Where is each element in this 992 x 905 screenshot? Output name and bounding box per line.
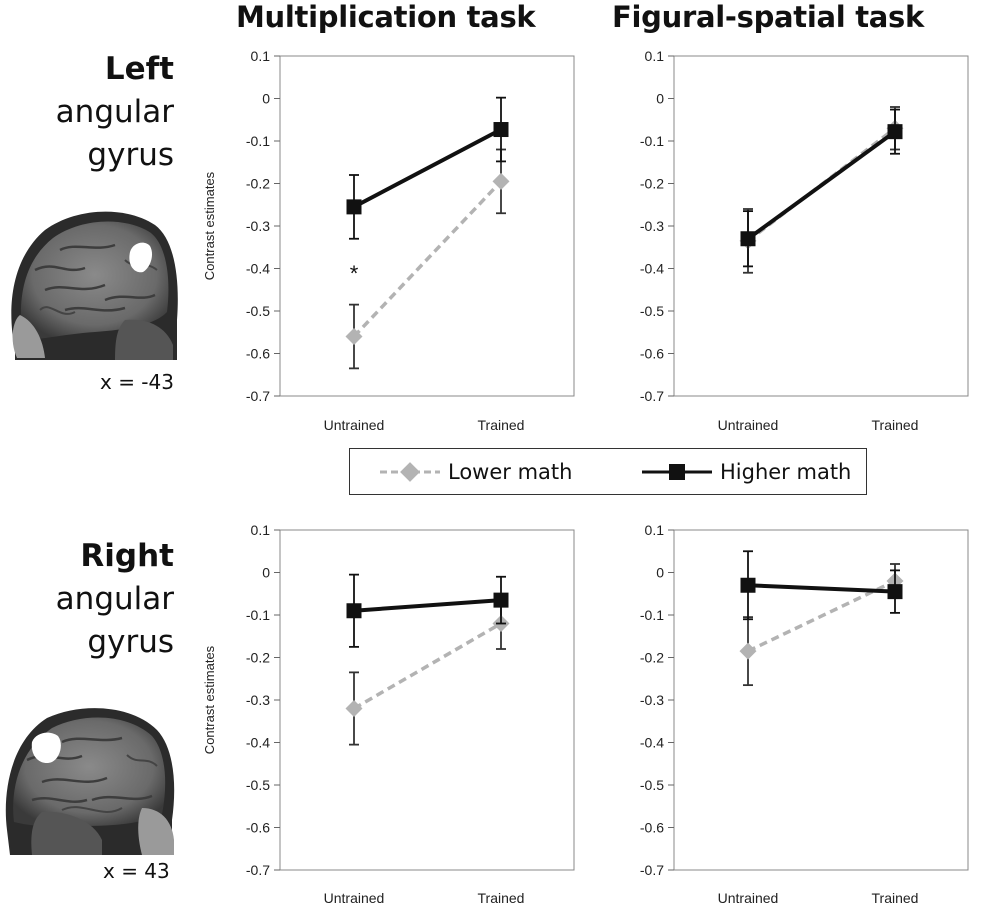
- series-line-lower-math: [747, 579, 896, 653]
- y-tick-label: -0.1: [640, 133, 664, 149]
- y-tick-label: -0.7: [246, 388, 270, 404]
- y-tick-label: -0.1: [246, 607, 270, 623]
- brain-slice-left-image: [11, 211, 178, 360]
- data-point-higher-math: [493, 122, 509, 138]
- row-label-left-angular-gyrus: Left angular gyrus: [56, 48, 174, 177]
- y-tick-label: -0.3: [640, 692, 664, 708]
- x-tick-label: Untrained: [324, 890, 385, 905]
- column-title-multiplication: Multiplication task: [236, 0, 536, 34]
- data-point-higher-math: [346, 603, 362, 619]
- slice-coordinate-right: x = 43: [103, 859, 170, 883]
- chart-right-figural-spatial: 0.1 0 -0.1 -0.2 -0.3 -0.4 -0.5 -0.6 -0.7 Untraine…: [640, 522, 969, 905]
- row-label-line2: gyrus: [87, 137, 174, 173]
- series-line-higher-math: [747, 583, 896, 594]
- significance-marker: *: [350, 261, 359, 286]
- y-tick-label: 0.1: [251, 522, 271, 538]
- y-tick-label: 0: [656, 91, 664, 107]
- row-label-line2: gyrus: [87, 624, 174, 660]
- y-tick-label: -0.2: [640, 650, 664, 666]
- y-tick-label: -0.7: [640, 388, 664, 404]
- data-point-lower-math: [345, 328, 363, 345]
- legend-swatch-higher-math: [642, 464, 712, 480]
- row-label-right-angular-gyrus: Right angular gyrus: [56, 535, 174, 664]
- y-tick-label: -0.5: [640, 303, 664, 319]
- plot-frame: [279, 529, 575, 871]
- legend-item-lower-math: Lower math: [378, 457, 572, 487]
- chart-left-figural-spatial: 0.1 0 -0.1 -0.2 -0.3 -0.4 -0.5 -0.6 -0.7 Untraine…: [640, 48, 969, 433]
- y-tick-label: -0.6: [640, 346, 664, 362]
- series-line-higher-math: [746, 130, 897, 241]
- y-tick-label: -0.3: [640, 218, 664, 234]
- data-point-higher-math: [346, 199, 362, 215]
- y-axis-title: Contrast estimates: [202, 645, 217, 754]
- y-tick-label: 0: [262, 565, 270, 581]
- legend-item-higher-math: Higher math: [640, 457, 851, 487]
- data-point-higher-math: [887, 584, 903, 600]
- plot-frame: [673, 529, 969, 871]
- x-tick-label: Trained: [478, 417, 525, 433]
- series-line-higher-math: [353, 598, 502, 613]
- series-line-higher-math: [353, 127, 502, 209]
- y-tick-label: -0.2: [246, 650, 270, 666]
- y-tick-label: -0.5: [246, 777, 270, 793]
- y-tick-label: 0.1: [251, 48, 271, 64]
- y-tick-label: -0.4: [246, 735, 270, 751]
- series-line-lower-math: [353, 621, 502, 711]
- data-point-higher-math: [740, 231, 756, 247]
- x-tick-label: Untrained: [718, 417, 779, 433]
- x-tick-label: Untrained: [324, 417, 385, 433]
- data-point-lower-math: [492, 172, 510, 190]
- y-tick-label: -0.3: [246, 218, 270, 234]
- y-tick-label: -0.4: [640, 735, 664, 751]
- y-tick-label: -0.4: [246, 261, 270, 277]
- plot-frame: [673, 55, 969, 397]
- data-point-higher-math: [493, 592, 509, 608]
- data-point-higher-math: [887, 124, 903, 140]
- row-label-line1: angular: [55, 94, 174, 130]
- y-tick-label: 0.1: [645, 48, 665, 64]
- y-axis-title: Contrast estimates: [202, 171, 217, 280]
- legend-label-higher-math: Higher math: [720, 460, 852, 484]
- y-tick-label: -0.6: [640, 820, 664, 836]
- x-tick-label: Trained: [478, 890, 525, 905]
- chart-right-multiplication: 0.1 0 -0.1 -0.2 -0.3 -0.4 -0.5 -0.6 -0.7 Contrast…: [202, 522, 575, 905]
- y-tick-label: 0: [262, 91, 270, 107]
- y-tick-label: -0.7: [640, 862, 664, 878]
- y-tick-label: -0.6: [246, 820, 270, 836]
- y-tick-label: -0.4: [640, 261, 664, 277]
- plot-frame: [279, 55, 575, 397]
- row-label-hemisphere: Left: [104, 51, 174, 87]
- y-tick-label: 0: [656, 565, 664, 581]
- y-tick-label: -0.5: [246, 303, 270, 319]
- y-tick-label: -0.1: [640, 607, 664, 623]
- chart-left-multiplication: 0.1 0 -0.1 -0.2 -0.3 -0.4 -0.5 -0.6 -0.7 Contrast…: [202, 48, 575, 433]
- row-label-line1: angular: [55, 581, 174, 617]
- y-tick-label: -0.5: [640, 777, 664, 793]
- legend-swatch-lower-math: [380, 462, 440, 482]
- legend-label-lower-math: Lower math: [448, 460, 573, 484]
- data-point-lower-math: [345, 700, 363, 717]
- y-tick-label: -0.3: [246, 692, 270, 708]
- y-tick-label: -0.6: [246, 346, 270, 362]
- column-title-figural-spatial: Figural-spatial task: [612, 0, 924, 34]
- x-tick-label: Trained: [872, 890, 919, 905]
- y-tick-label: 0.1: [645, 522, 665, 538]
- y-tick-label: -0.2: [640, 176, 664, 192]
- row-label-hemisphere: Right: [80, 538, 174, 574]
- y-tick-label: -0.1: [246, 133, 270, 149]
- legend: Lower math Higher math: [349, 448, 867, 495]
- x-tick-label: Trained: [872, 417, 919, 433]
- slice-coordinate-left: x = -43: [100, 370, 174, 394]
- data-point-lower-math: [739, 642, 757, 660]
- series-line-lower-math: [352, 180, 503, 338]
- brain-slice-right-image: [5, 708, 175, 855]
- x-tick-label: Untrained: [718, 890, 779, 905]
- y-tick-label: -0.2: [246, 176, 270, 192]
- y-tick-label: -0.7: [246, 862, 270, 878]
- data-point-higher-math: [740, 577, 756, 593]
